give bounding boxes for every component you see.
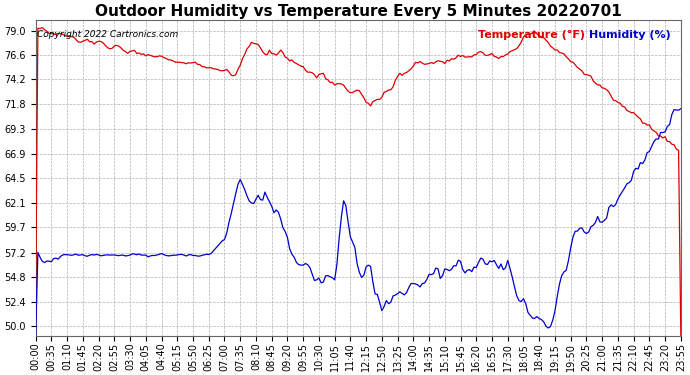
Title: Outdoor Humidity vs Temperature Every 5 Minutes 20220701: Outdoor Humidity vs Temperature Every 5 … [95,4,622,19]
Text: Copyright 2022 Cartronics.com: Copyright 2022 Cartronics.com [37,30,178,39]
Legend: Temperature (°F), Humidity (%): Temperature (°F), Humidity (%) [472,26,676,45]
